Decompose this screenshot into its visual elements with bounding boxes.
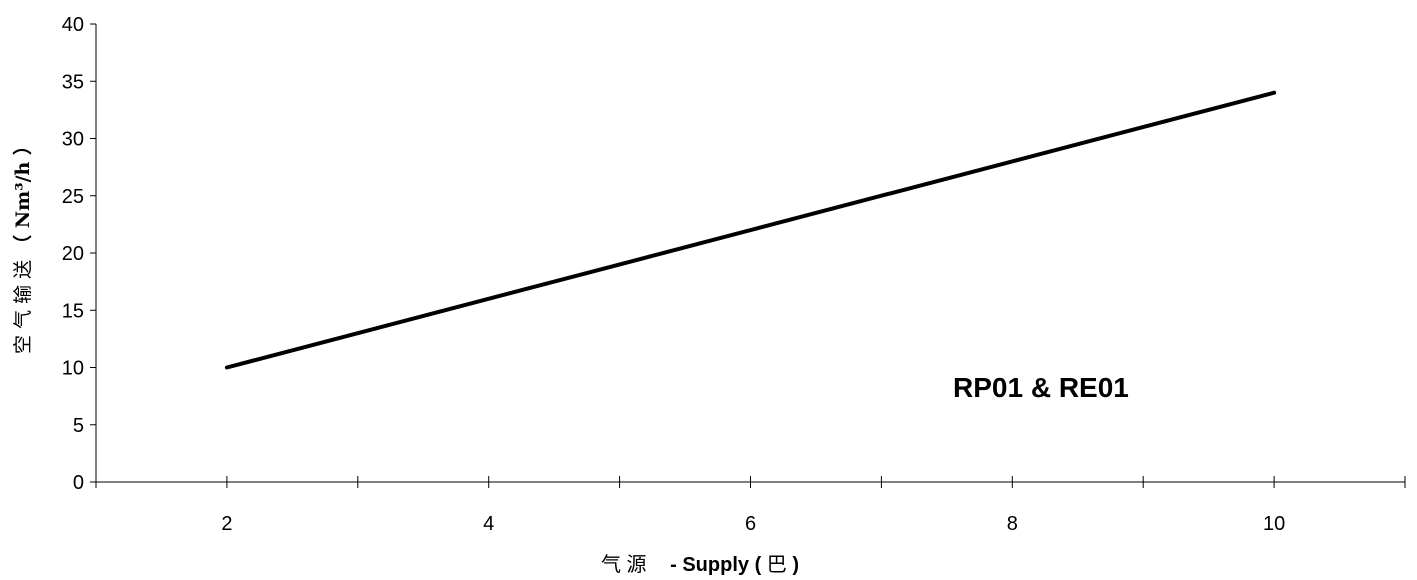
y-tick-label: 30 [62,129,84,151]
y-tick-label: 5 [73,415,84,437]
y-tick-label: 35 [62,71,84,93]
y-axis-label-cn: 空 气 输 送 [12,260,34,354]
series-annotation: RP01 & RE01 [953,372,1129,403]
x-axis-label-cn: 气 源 [601,553,647,576]
x-tick-label: 6 [745,513,756,535]
x-axis-label: 气 源 - Supply ( 巴 ) [601,553,799,576]
x-tick-label: 2 [221,513,232,535]
y-tick-label: 10 [62,358,84,380]
x-ticks: 2 4 6 8 10 [95,476,1406,535]
axes [95,24,1405,483]
y-tick-label: 20 [62,243,84,265]
y-tick-label: 15 [62,300,84,322]
x-tick-label: 8 [1007,513,1018,535]
series-line [224,90,1277,370]
x-tick-label: 10 [1263,513,1285,535]
x-axis-label-unit: 巴 [767,554,787,576]
series-group [224,90,1277,370]
y-ticks: 0 5 10 15 20 25 30 35 40 [62,14,96,494]
x-tick-label: 4 [483,513,494,535]
x-axis-label-en: - Supply ( [665,554,767,576]
y-tick-label: 25 [62,186,84,208]
y-tick-label: 40 [62,14,84,36]
y-axis-label-unit: （ Nm³/h ） [11,136,34,254]
x-axis-label-close: ) [787,554,799,576]
y-axis-label: 空 气 输 送 （ Nm³/h ） [11,136,34,354]
y-tick-label: 0 [73,472,84,494]
